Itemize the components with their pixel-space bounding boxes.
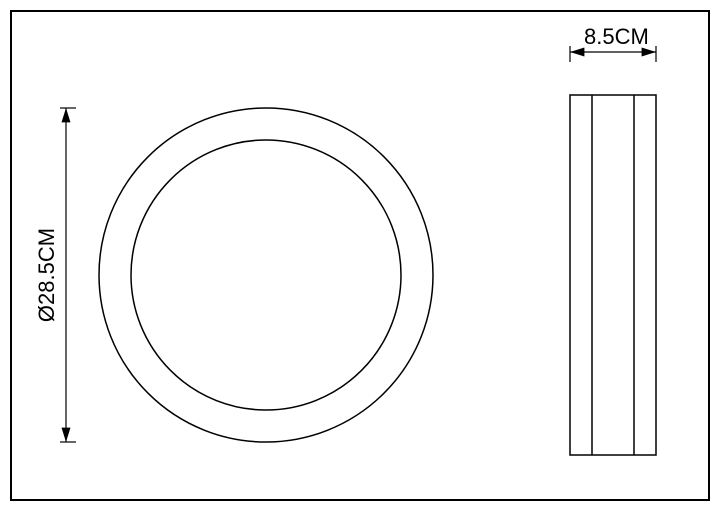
dimension-width-label: 8.5CM <box>584 24 649 49</box>
frame-border <box>11 11 709 500</box>
dimension-diameter: Ø28.5CM <box>34 108 76 442</box>
dimension-diameter-label: Ø28.5CM <box>34 228 59 322</box>
ring-outer <box>99 108 433 442</box>
technical-drawing: Ø28.5CM 8.5CM <box>0 0 720 511</box>
dimension-width: 8.5CM <box>570 24 656 62</box>
ring-inner <box>131 140 401 410</box>
side-view-outline <box>570 95 656 455</box>
